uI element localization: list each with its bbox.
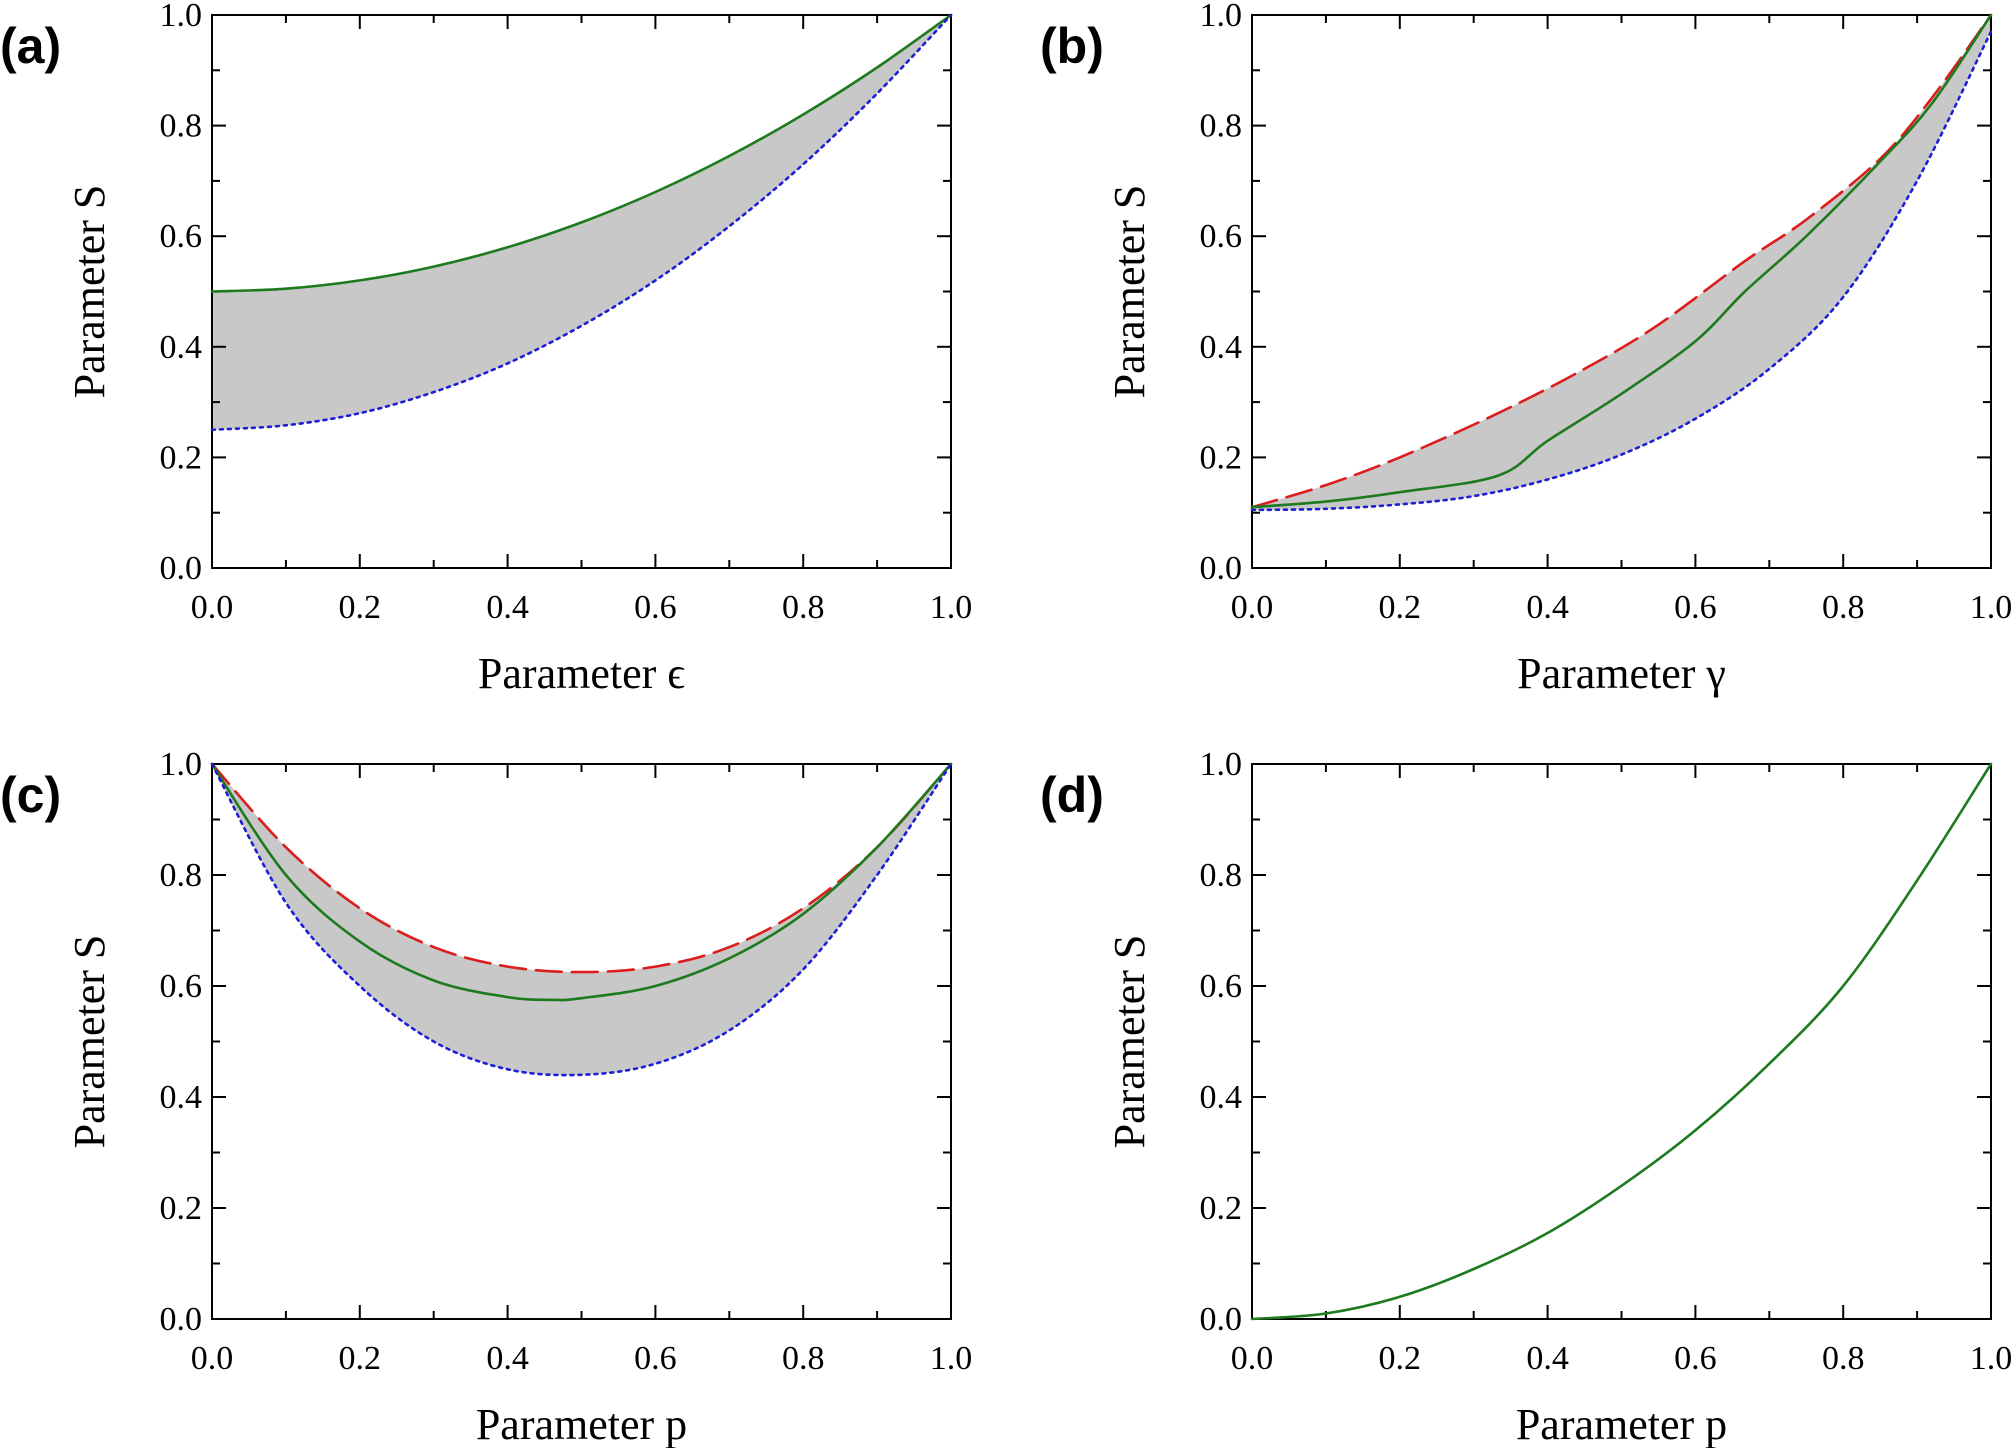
x-tick-label: 0.8	[782, 1340, 825, 1377]
panel-label: (b)	[1040, 18, 1104, 74]
x-tick-label: 0.0	[191, 1340, 234, 1377]
x-tick-label: 0.0	[191, 589, 234, 626]
x-tick-label: 0.6	[634, 589, 677, 626]
x-axis-label: Parameter p	[1516, 1400, 1727, 1448]
x-tick-label: 1.0	[930, 589, 973, 626]
series-line-solid	[210, 13, 953, 293]
y-tick-label: 1.0	[1200, 0, 1243, 34]
chart-panel-d: 0.0 0.2 0.4 0.6 0.8 1.0 0.0 0.2 0.4 0.6 0.8 1.0 Para…	[1040, 746, 2012, 1448]
y-tick-label: 0.4	[1200, 329, 1243, 366]
y-tick-label: 0.8	[1200, 857, 1243, 894]
y-tick-label: 0.2	[1200, 1190, 1243, 1227]
plot-frame	[1251, 763, 1992, 1320]
y-tick-label: 0.4	[160, 329, 203, 366]
x-tick-label: 0.2	[339, 589, 382, 626]
series-line-dotted	[1250, 30, 1993, 512]
panel-label: (d)	[1040, 767, 1104, 823]
shaded-region	[212, 764, 951, 1076]
y-axis-label: Parameter S	[1105, 935, 1154, 1149]
x-tick-label: 0.0	[1231, 1340, 1274, 1377]
y-tick-label: 0.0	[160, 1301, 203, 1338]
series-line-solid	[1250, 13, 1993, 509]
x-tick-label: 0.4	[1526, 1340, 1569, 1377]
x-tick-label: 0.2	[1379, 589, 1422, 626]
y-tick-label: 0.6	[1200, 218, 1243, 255]
x-tick-label: 0.8	[1822, 589, 1865, 626]
series-line-solid	[210, 762, 953, 1002]
panel-label: (a)	[0, 18, 61, 74]
x-tick-label: 0.6	[634, 1340, 677, 1377]
series-line-dotted	[210, 762, 953, 1077]
x-tick-label: 0.2	[339, 1340, 382, 1377]
y-tick-label: 0.6	[160, 218, 203, 255]
x-tick-label: 0.4	[1526, 589, 1569, 626]
x-tick-label: 0.4	[486, 1340, 529, 1377]
y-tick-label: 1.0	[160, 746, 203, 783]
chart-panel-a: 0.0 0.2 0.4 0.6 0.8 1.0 0.0 0.2 0.4 0.6 0.8 1.0 Para…	[0, 0, 972, 698]
y-axis-label: Parameter S	[65, 935, 114, 1149]
x-tick-label: 1.0	[930, 1340, 973, 1377]
x-axis-label: Parameter ϵ	[478, 649, 685, 698]
chart-panel-c: 0.0 0.2 0.4 0.6 0.8 1.0 0.0 0.2 0.4 0.6 0.8 1.0 Para…	[0, 746, 972, 1448]
y-tick-label: 1.0	[160, 0, 203, 34]
x-tick-label: 1.0	[1970, 1340, 2013, 1377]
y-tick-label: 0.8	[160, 857, 203, 894]
y-tick-label: 0.2	[160, 439, 203, 476]
y-tick-label: 0.2	[160, 1190, 203, 1227]
y-tick-label: 0.0	[160, 550, 203, 587]
y-axis-label: Parameter S	[65, 185, 114, 399]
x-tick-label: 1.0	[1970, 589, 2013, 626]
y-tick-label: 0.8	[1200, 108, 1243, 145]
chart-panel-b: 0.0 0.2 0.4 0.6 0.8 1.0 0.0 0.2 0.4 0.6 0.8 1.0 Para…	[1040, 0, 2012, 698]
x-tick-label: 0.2	[1379, 1340, 1422, 1377]
x-tick-label: 0.4	[486, 589, 529, 626]
y-tick-label: 0.8	[160, 108, 203, 145]
x-tick-label: 0.6	[1674, 1340, 1717, 1377]
series-line-dotted	[210, 13, 953, 432]
series-line-dashed	[210, 762, 953, 974]
y-tick-label: 0.4	[1200, 1079, 1243, 1116]
panel-label: (c)	[0, 767, 61, 823]
x-axis-label: Parameter p	[476, 1400, 687, 1448]
y-tick-label: 0.0	[1200, 550, 1243, 587]
x-axis-label: Parameter γ	[1517, 649, 1726, 698]
shaded-region	[1252, 15, 1991, 510]
y-tick-label: 0.6	[160, 968, 203, 1005]
x-tick-label: 0.8	[782, 589, 825, 626]
x-tick-label: 0.0	[1231, 589, 1274, 626]
y-axis-label: Parameter S	[1105, 185, 1154, 399]
x-tick-label: 0.6	[1674, 589, 1717, 626]
y-tick-label: 0.2	[1200, 439, 1243, 476]
y-tick-label: 0.4	[160, 1079, 203, 1116]
y-tick-label: 0.0	[1200, 1301, 1243, 1338]
x-tick-label: 0.8	[1822, 1340, 1865, 1377]
series-line-solid	[1250, 762, 1993, 1321]
series-line-dashed	[1250, 13, 1993, 509]
y-tick-label: 1.0	[1200, 746, 1243, 783]
y-tick-label: 0.6	[1200, 968, 1243, 1005]
